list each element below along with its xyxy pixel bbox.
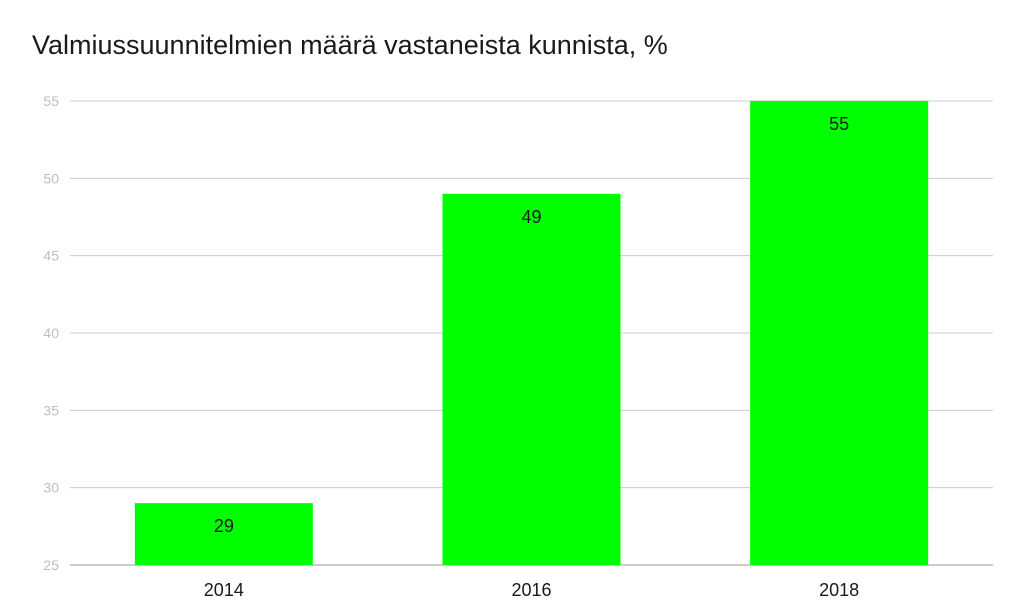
x-axis-ticks: 2014 2016 2018: [204, 580, 859, 600]
bar: [750, 101, 929, 565]
data-label: 49: [521, 207, 541, 227]
data-label: 55: [829, 114, 849, 134]
data-labels: 29 49 55: [214, 114, 849, 536]
y-tick-label: 55: [43, 93, 59, 109]
bar: [442, 193, 621, 566]
x-tick-label: 2014: [204, 580, 244, 600]
y-tick-label: 45: [43, 248, 59, 264]
y-tick-label: 40: [43, 325, 59, 341]
y-axis-ticks: 25 30 35 40 45 50 55: [43, 93, 59, 573]
chart-title: Valmiussuunnitelmien määrä vastaneista k…: [32, 30, 668, 60]
y-tick-label: 25: [43, 557, 59, 573]
bars: [134, 101, 929, 566]
y-tick-label: 30: [43, 480, 59, 496]
bar: [134, 503, 313, 565]
x-tick-label: 2018: [819, 580, 859, 600]
y-tick-label: 35: [43, 402, 59, 418]
data-label: 29: [214, 516, 234, 536]
y-tick-label: 50: [43, 170, 59, 186]
x-tick-label: 2016: [511, 580, 551, 600]
